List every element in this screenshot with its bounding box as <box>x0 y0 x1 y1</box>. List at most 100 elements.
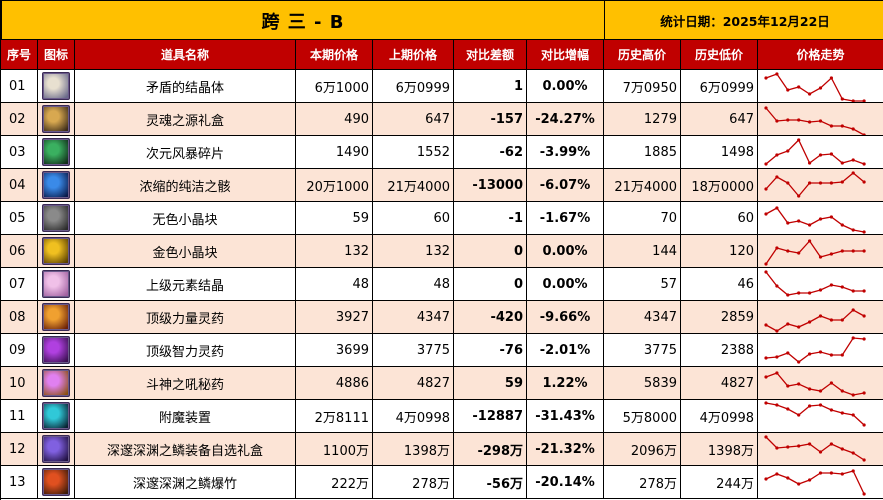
item-name: 金色小晶块 <box>75 235 296 267</box>
column-header-row: 序号 图标 道具名称 本期价格 上期价格 对比差额 对比增幅 历史高价 历史低价… <box>1 40 883 70</box>
abyss-firecracker-icon <box>42 468 70 496</box>
historical-high: 3775 <box>604 334 681 366</box>
current-price: 20万1000 <box>296 169 373 201</box>
crystal-icon <box>42 72 70 100</box>
previous-price: 4万0998 <box>373 400 454 432</box>
current-price: 6万1000 <box>296 70 373 102</box>
historical-high: 4347 <box>604 301 681 333</box>
item-name: 深邃深渊之鳞装备自选礼盒 <box>75 433 296 465</box>
item-name: 深邃深渊之鳞爆竹 <box>75 466 296 498</box>
change-percent: -1.67% <box>527 202 604 234</box>
historical-high: 7万0950 <box>604 70 681 102</box>
header-price-difference: 对比差额 <box>454 40 527 69</box>
sparkline-chart <box>764 435 866 462</box>
historical-high: 5839 <box>604 367 681 399</box>
row-icon-cell <box>38 202 75 234</box>
change-percent: -24.27% <box>527 103 604 135</box>
enchant-device-icon <box>42 402 70 430</box>
price-difference: -56万 <box>454 466 527 498</box>
table-row: 10 斗神之吼秘药 4886 4827 59 1.22% 5839 4827 <box>1 367 883 400</box>
historical-low: 1398万 <box>681 433 758 465</box>
current-price: 490 <box>296 103 373 135</box>
row-icon-cell <box>38 301 75 333</box>
header-icon: 图标 <box>38 40 75 69</box>
table-row: 07 上级元素结晶 48 48 0 0.00% 57 46 <box>1 268 883 301</box>
historical-high: 144 <box>604 235 681 267</box>
element-crystal-icon <box>42 270 70 298</box>
price-difference: -420 <box>454 301 527 333</box>
current-price: 3927 <box>296 301 373 333</box>
gift-box-icon <box>42 105 70 133</box>
historical-high: 21万4000 <box>604 169 681 201</box>
header-index: 序号 <box>1 40 38 69</box>
change-percent: 0.00% <box>527 268 604 300</box>
item-name: 斗神之吼秘药 <box>75 367 296 399</box>
historical-low: 1498 <box>681 136 758 168</box>
table-row: 04 浓缩的纯洁之骸 20万1000 21万4000 -13000 -6.07%… <box>1 169 883 202</box>
header-item-name: 道具名称 <box>75 40 296 69</box>
sparkline-chart <box>764 138 866 166</box>
item-name: 顶级力量灵药 <box>75 301 296 333</box>
sparkline-chart <box>764 336 866 364</box>
row-index: 01 <box>1 70 38 102</box>
price-trend-sparkline <box>758 400 883 432</box>
statistics-date: 统计日期：2025年12月22日 <box>660 14 830 29</box>
row-index: 11 <box>1 400 38 432</box>
table-row: 13 深邃深渊之鳞爆竹 222万 278万 -56万 -20.14% 278万 … <box>1 466 883 499</box>
purity-orb-icon <box>42 171 70 199</box>
previous-price: 1552 <box>373 136 454 168</box>
historical-low: 2388 <box>681 334 758 366</box>
table-row: 12 深邃深渊之鳞装备自选礼盒 1100万 1398万 -298万 -21.32… <box>1 433 883 466</box>
sparkline-chart <box>764 206 866 234</box>
row-index: 12 <box>1 433 38 465</box>
current-price: 4886 <box>296 367 373 399</box>
sparkline-chart <box>764 308 866 333</box>
item-name: 矛盾的结晶体 <box>75 70 296 102</box>
historical-high: 70 <box>604 202 681 234</box>
sparkline-chart <box>764 239 866 266</box>
price-trend-sparkline <box>758 235 883 267</box>
item-name: 顶级智力灵药 <box>75 334 296 366</box>
historical-high: 5万8000 <box>604 400 681 432</box>
change-percent: -3.99% <box>527 136 604 168</box>
row-icon-cell <box>38 103 75 135</box>
change-percent: -2.01% <box>527 334 604 366</box>
table-row: 02 灵魂之源礼盒 490 647 -157 -24.27% 1279 647 <box>1 103 883 136</box>
row-index: 05 <box>1 202 38 234</box>
intelligence-elixir-icon <box>42 336 70 364</box>
item-name: 无色小晶块 <box>75 202 296 234</box>
change-percent: -31.43% <box>527 400 604 432</box>
row-index: 13 <box>1 466 38 498</box>
previous-price: 1398万 <box>373 433 454 465</box>
change-percent: -9.66% <box>527 301 604 333</box>
current-price: 48 <box>296 268 373 300</box>
price-difference: -298万 <box>454 433 527 465</box>
price-trend-sparkline <box>758 70 883 102</box>
sparkline-chart <box>764 469 866 496</box>
price-difference: 59 <box>454 367 527 399</box>
price-difference: -12887 <box>454 400 527 432</box>
row-icon-cell <box>38 235 75 267</box>
price-trend-sparkline <box>758 136 883 168</box>
row-index: 02 <box>1 103 38 135</box>
table-body: 01 矛盾的结晶体 6万1000 6万0999 1 0.00% 7万0950 6… <box>1 70 883 499</box>
current-price: 222万 <box>296 466 373 498</box>
strength-elixir-icon <box>42 303 70 331</box>
header-current-price: 本期价格 <box>296 40 373 69</box>
price-trend-sparkline <box>758 334 883 366</box>
header-price-trend: 价格走势 <box>758 40 883 69</box>
historical-low: 6万0999 <box>681 70 758 102</box>
table-title: 跨 三 - B <box>2 1 605 40</box>
table-row: 11 附魔装置 2万8111 4万0998 -12887 -31.43% 5万8… <box>1 400 883 433</box>
war-god-potion-icon <box>42 369 70 397</box>
change-percent: -20.14% <box>527 466 604 498</box>
item-name: 浓缩的纯洁之骸 <box>75 169 296 201</box>
sparkline-chart <box>764 371 866 397</box>
price-trend-sparkline <box>758 202 883 234</box>
item-name: 上级元素结晶 <box>75 268 296 300</box>
historical-low: 244万 <box>681 466 758 498</box>
price-trend-sparkline <box>758 301 883 333</box>
historical-low: 18万0000 <box>681 169 758 201</box>
header-change-percent: 对比增幅 <box>527 40 604 69</box>
